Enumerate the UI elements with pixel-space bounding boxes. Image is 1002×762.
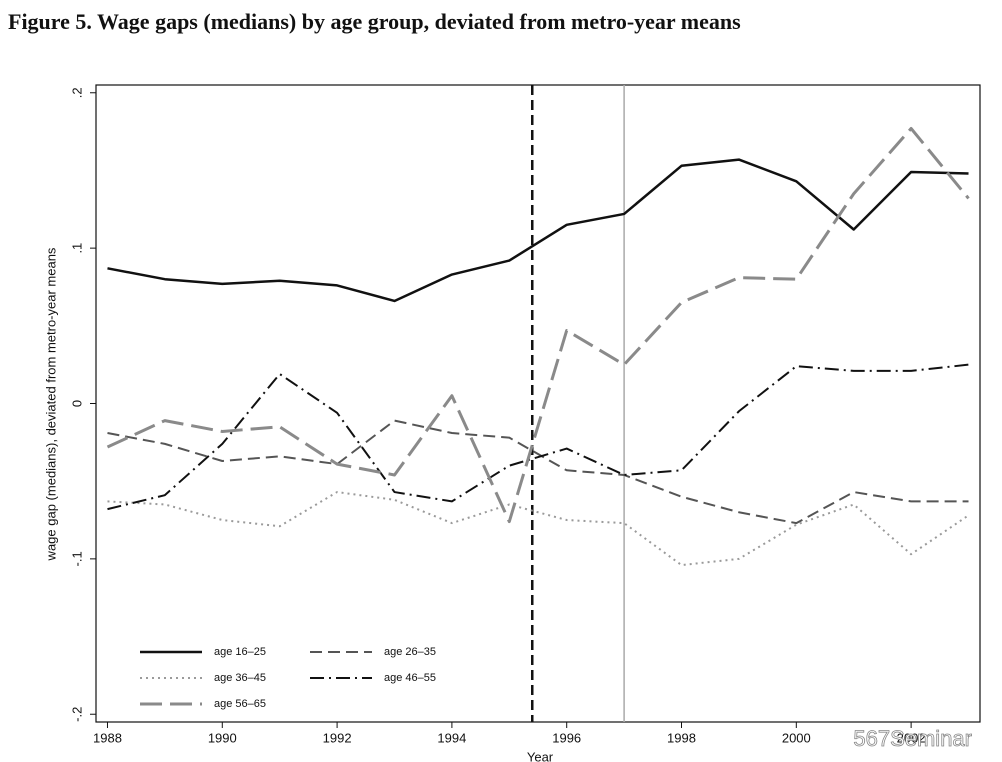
x-tick-label: 1992 [323, 730, 352, 745]
x-axis-label: Year [527, 749, 554, 762]
chart-title: Figure 5. Wage gaps (medians) by age gro… [8, 9, 741, 34]
legend-label: age 16–25 [214, 646, 266, 658]
x-tick-label: 1988 [93, 730, 122, 745]
x-tick-label: 1994 [437, 730, 466, 745]
y-tick-label: .1 [69, 243, 84, 254]
x-tick-label: 2002 [897, 730, 926, 745]
y-axis-label: wage gap (medians), deviated from metro-… [43, 247, 58, 561]
series-line [107, 363, 969, 511]
x-tick-label: 2000 [782, 730, 811, 745]
y-tick-label: .2 [69, 87, 84, 98]
plot-frame [95, 84, 981, 723]
x-tick-label: 1996 [552, 730, 581, 745]
legend-label: age 56–65 [214, 698, 266, 710]
x-tick-label: 1990 [208, 730, 237, 745]
series-line [107, 491, 970, 567]
y-tick-label: 0 [69, 400, 84, 407]
series-line [107, 419, 969, 525]
x-tick-label: 1998 [667, 730, 696, 745]
series-line [107, 158, 969, 303]
watermark: 567Seminar [853, 726, 972, 751]
legend-label: age 46–55 [384, 672, 436, 684]
y-tick-label: -.2 [69, 707, 84, 722]
series-line [106, 127, 970, 524]
legend-label: age 26–35 [384, 646, 436, 658]
legend-label: age 36–45 [214, 672, 266, 684]
y-tick-label: -.1 [69, 551, 84, 566]
